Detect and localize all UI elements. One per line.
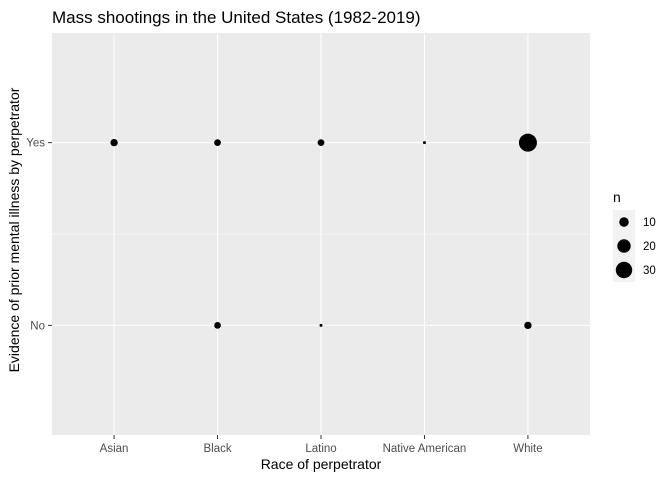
legend-key-point xyxy=(615,261,633,279)
y-tick-label: Yes xyxy=(26,138,45,150)
legend-label: 30 xyxy=(643,265,656,277)
legend-title: n xyxy=(613,189,621,205)
data-point xyxy=(317,139,325,146)
size-legend: n 10 20 30 xyxy=(613,189,656,282)
data-point xyxy=(214,139,221,146)
data-points xyxy=(110,133,537,330)
y-axis-ticks: No Yes xyxy=(26,138,52,332)
data-point xyxy=(518,133,537,152)
data-point xyxy=(524,321,532,330)
legend-key-point xyxy=(617,239,631,253)
x-axis-ticks: Asian Black Latino Native American White xyxy=(100,435,543,455)
legend-key-point xyxy=(619,217,629,227)
chart-title: Mass shootings in the United States (198… xyxy=(52,8,421,27)
x-tick-label: Native American xyxy=(383,443,467,455)
legend-label: 10 xyxy=(643,217,656,229)
data-point xyxy=(422,141,426,145)
legend-label: 20 xyxy=(643,241,656,253)
data-point xyxy=(319,323,323,327)
data-point xyxy=(214,322,221,329)
y-tick-label: No xyxy=(30,320,45,332)
x-tick-label: Asian xyxy=(100,443,129,455)
x-tick-label: White xyxy=(513,443,542,455)
x-axis-title: Race of perpetrator xyxy=(261,456,382,472)
y-axis-title: Evidence of prior mental illness by perp… xyxy=(6,87,22,372)
data-point xyxy=(110,138,118,147)
grid-lines xyxy=(52,33,590,435)
x-tick-label: Latino xyxy=(305,443,336,455)
x-tick-label: Black xyxy=(203,443,231,455)
